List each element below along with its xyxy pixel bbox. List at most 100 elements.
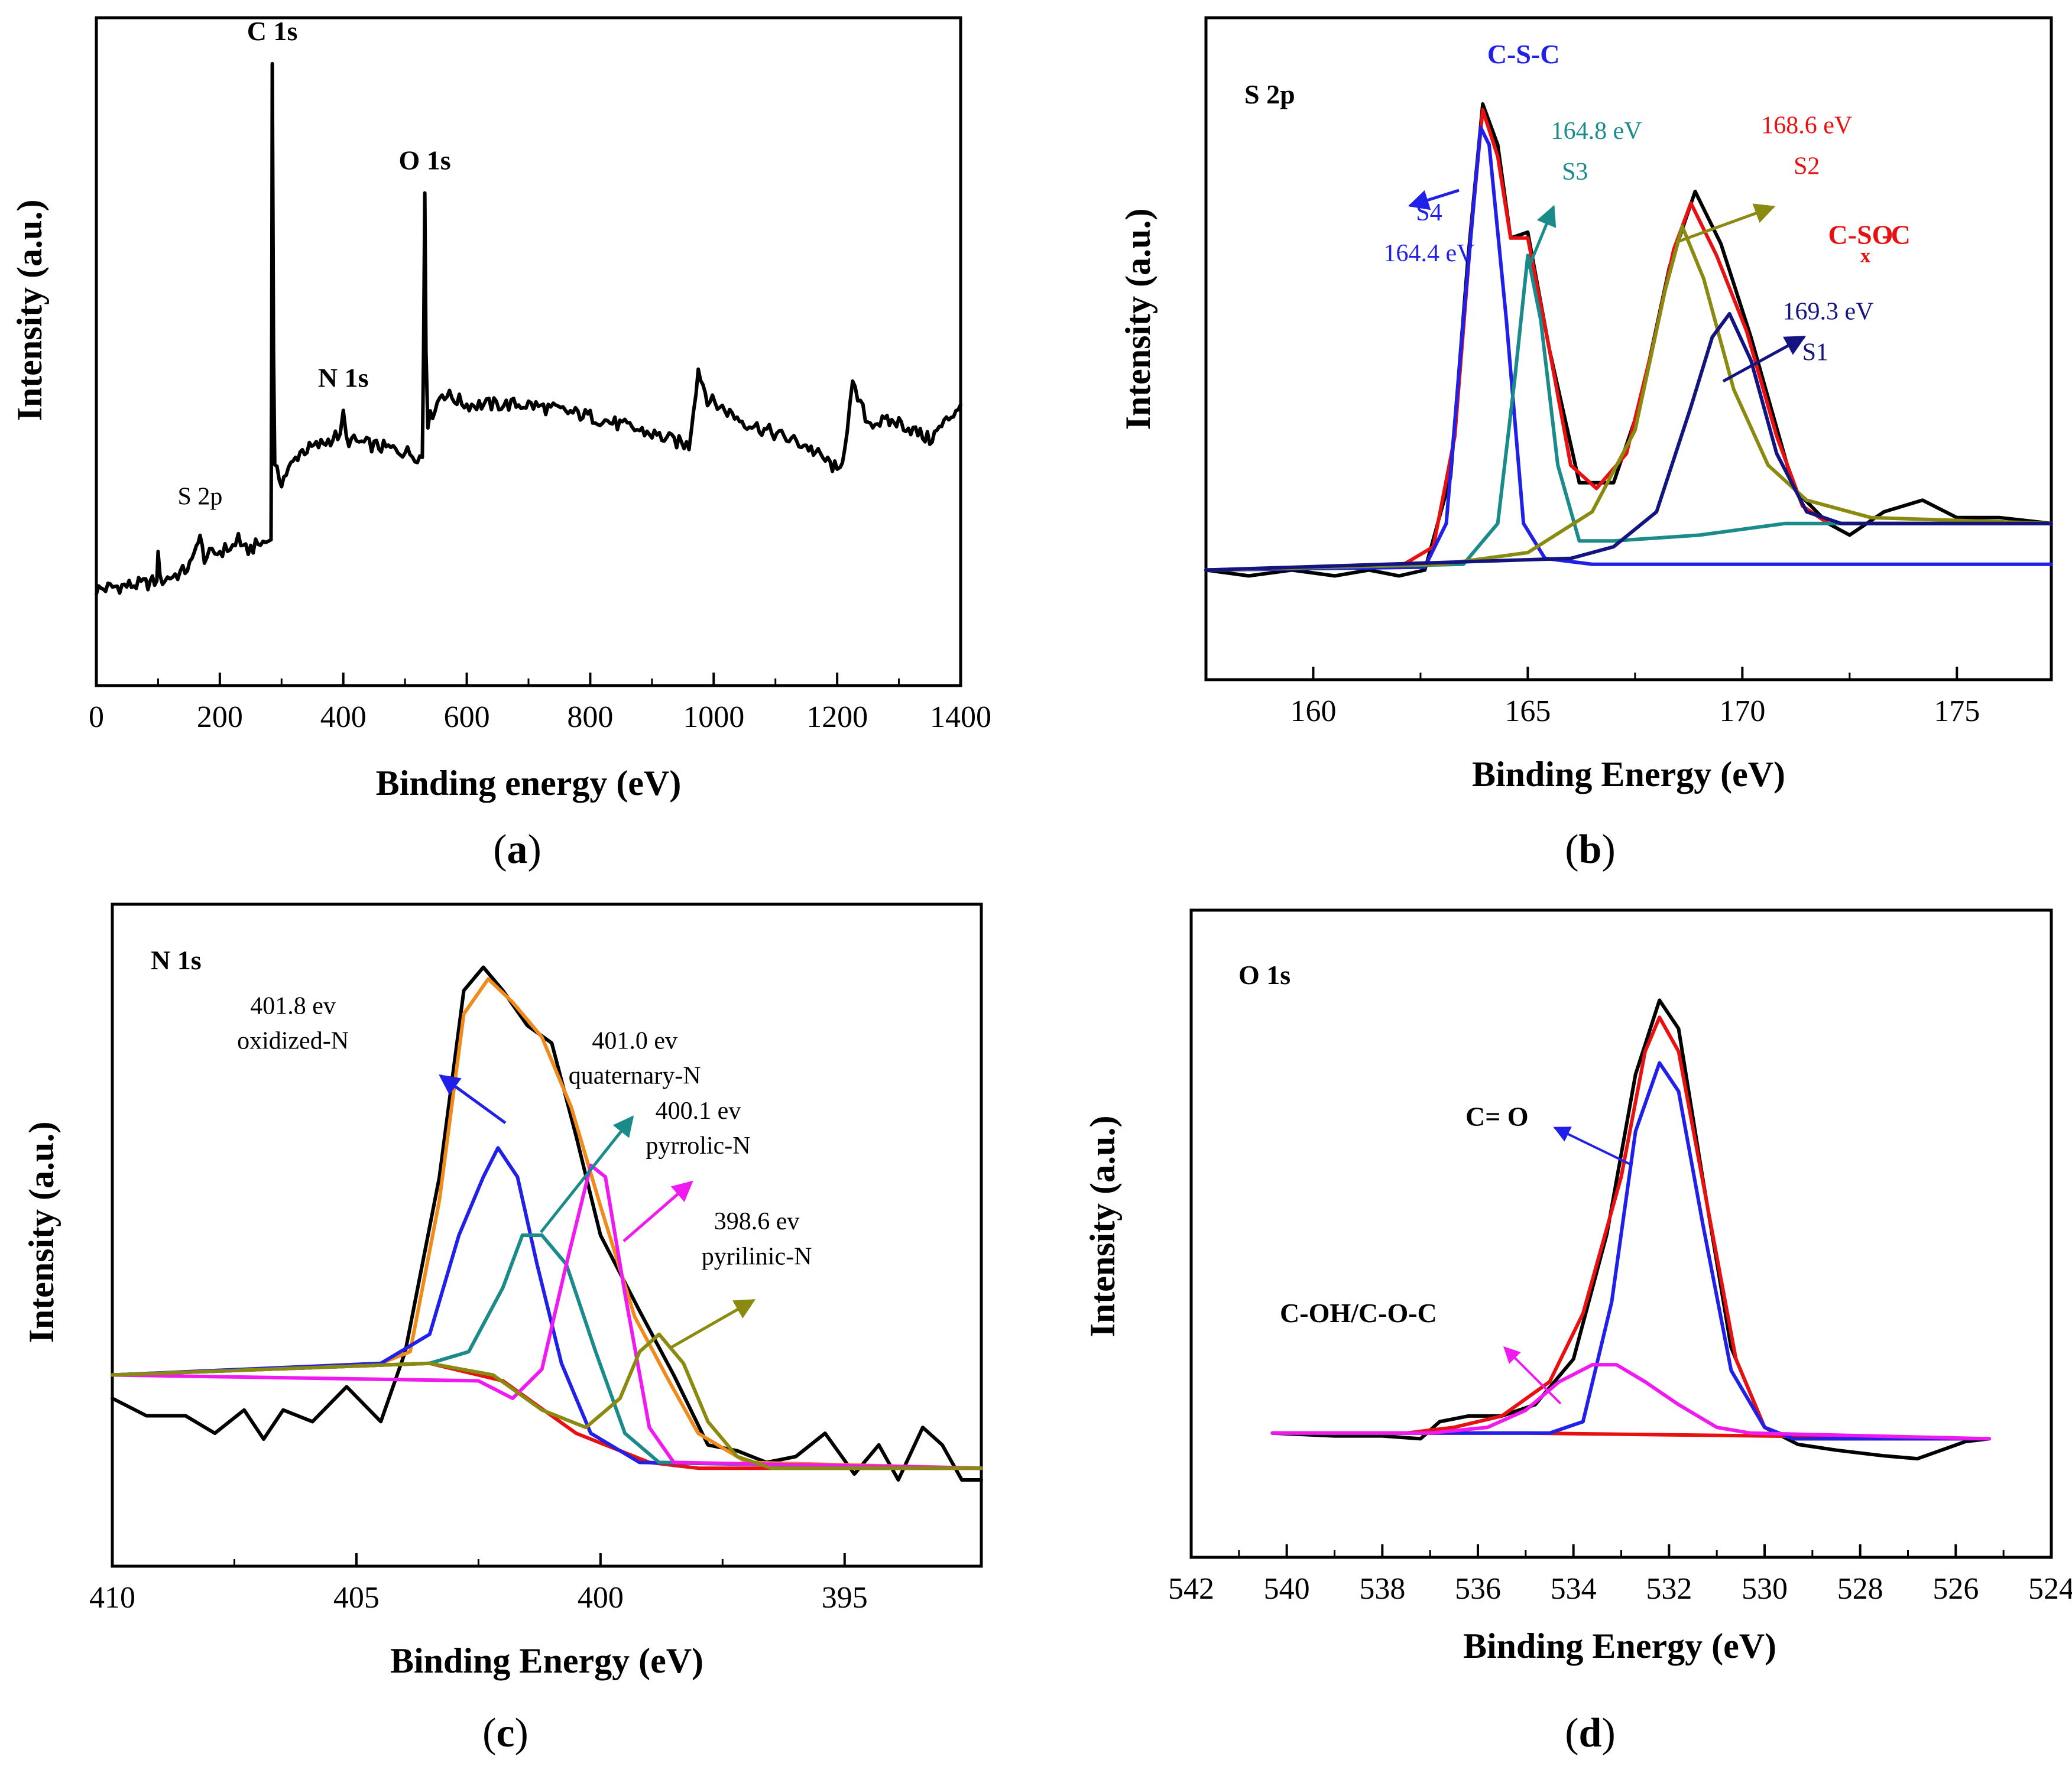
panel-c: 410 405 400 395 401.8 ev oxidized-N 401.0 ev q…	[22, 902, 983, 1756]
panel-b-series-line-2	[1204, 125, 2053, 572]
panel-d-x-tick-label: 526	[1932, 1572, 1979, 1606]
panel-c-x-axis-title: Binding Energy (eV)	[390, 1641, 703, 1680]
panel-a-x-tick-label: 1400	[930, 700, 991, 734]
panel-d-series-line-4	[1270, 1363, 1991, 1441]
panel-b-annotation: -C	[1882, 220, 1911, 250]
panel-a-x-axis-title: Binding energy (eV)	[376, 764, 682, 803]
panel-c-ticks: 410 405 400 395	[89, 1553, 868, 1615]
panel-c-arrow-pyrilinic	[670, 1298, 756, 1349]
panel-c-series	[111, 965, 983, 1482]
panel-c-arrow-oxidized	[439, 1074, 507, 1125]
panel-c-series-line-0	[111, 965, 983, 1482]
panel-c-title: N 1s	[151, 945, 202, 975]
panel-b-plot-frame	[1204, 16, 2053, 681]
panel-a-x-tick-label: 600	[444, 700, 490, 734]
panel-d-series	[1270, 998, 1991, 1461]
panel-b-x-axis-title: Binding Energy (eV)	[1472, 755, 1785, 794]
panel-c-series-line-6	[111, 1332, 983, 1470]
panel-c-arrow-quaternary	[540, 1115, 634, 1233]
panel-b-annotation: x	[1860, 245, 1870, 267]
panel-d-series-line-3	[1270, 1061, 1991, 1441]
panel-b-x-tick-label: 160	[1290, 694, 1336, 728]
panel-b-arrows	[1408, 189, 1807, 383]
panel-a-annotation: N 1s	[318, 363, 369, 393]
panel-d-arrows	[1503, 1126, 1631, 1405]
panel-b-annotation: S4	[1416, 199, 1442, 226]
panel-b-title: S 2p	[1244, 79, 1295, 109]
panel-a-x-tick-label: 800	[567, 700, 613, 734]
panel-c-annotation: pyrilinic-N	[702, 1243, 812, 1270]
panel-a-x-tick-label: 200	[197, 700, 243, 734]
panel-c-annotation: 398.6 ev	[714, 1208, 800, 1235]
panel-b-x-tick-label: 165	[1504, 694, 1551, 728]
panel-b-annotation: 164.8 eV	[1551, 118, 1642, 145]
panel-b-arrow-s4	[1408, 189, 1460, 210]
panel-a-x-tick-label: 400	[320, 700, 367, 734]
panel-d-x-tick-label: 534	[1551, 1572, 1597, 1606]
panel-a: 0 200 400 600 800 1000 1200 1400 C 1s O 1s N 1s S …	[10, 16, 991, 872]
panel-d-series-line-0	[1270, 998, 1991, 1461]
panel-a-y-axis-title: Intensity (a.u.)	[10, 199, 49, 421]
panel-c-series-line-5	[111, 1163, 983, 1470]
panel-c-x-tick-label: 410	[89, 1581, 135, 1615]
panel-c-x-tick-label: 405	[333, 1581, 380, 1615]
panel-c-annotation: quaternary-N	[569, 1063, 701, 1090]
panel-d: 542 540 538 536 534 532 530 528 526 524 C= O C-OH/…	[1083, 908, 2072, 1756]
panel-d-x-tick-label: 524	[2028, 1572, 2072, 1606]
panel-b-y-axis-title: Intensity (a.u.)	[1118, 208, 1157, 430]
panel-c-plot-frame	[111, 902, 983, 1568]
panel-b-series-line-4	[1204, 225, 2053, 572]
panel-b-series	[1204, 102, 2053, 578]
panel-c-arrow-pyrrolic	[622, 1180, 693, 1242]
panel-c-annotation: pyrrolic-N	[646, 1132, 750, 1160]
panel-a-series-line-0	[95, 61, 962, 596]
panel-a-label: (a)	[493, 827, 541, 872]
panel-c-annotation: 401.0 ev	[592, 1028, 677, 1055]
panel-a-annotation: C 1s	[247, 16, 298, 46]
panel-d-series-line-1	[1270, 1015, 1991, 1441]
panel-b-label: (b)	[1565, 827, 1616, 872]
panel-c-series-line-1	[111, 977, 983, 1470]
panel-d-arrow-c-o	[1553, 1126, 1631, 1165]
panel-b-x-tick-label: 175	[1934, 694, 1980, 728]
panel-c-label: (c)	[482, 1710, 528, 1756]
panel-d-annotations: C= O C-OH/C-O-C	[1280, 1101, 1529, 1327]
panel-c-annotation: 400.1 ev	[656, 1098, 741, 1125]
panel-b-arrow-s3	[1526, 204, 1557, 270]
panel-d-x-tick-label: 532	[1646, 1572, 1692, 1606]
panel-d-annotation: C-OH/C-O-C	[1280, 1298, 1437, 1328]
panel-d-x-tick-label: 530	[1742, 1572, 1788, 1606]
panel-b-annotation: S2	[1794, 152, 1820, 180]
panel-d-x-tick-label: 528	[1837, 1572, 1883, 1606]
panel-d-x-axis-title: Binding Energy (eV)	[1463, 1626, 1776, 1665]
panel-b-annotation: C-S-C	[1487, 39, 1560, 69]
panel-b: 160 165 170 175 C-S-C S4 164.4 eV 164.8 eV S3 16…	[1118, 16, 2053, 872]
panel-c-arrows	[439, 1074, 756, 1349]
panel-b-annotation: S3	[1562, 158, 1588, 186]
panel-d-label: (d)	[1565, 1710, 1616, 1756]
panel-b-annotation: 164.4 eV	[1383, 240, 1474, 267]
panel-a-x-tick-label: 1200	[806, 700, 868, 734]
panel-d-y-axis-title: Intensity (a.u.)	[1083, 1115, 1122, 1337]
panel-b-arrow-s2	[1675, 203, 1776, 244]
panel-a-x-tick-label: 0	[89, 700, 104, 734]
panel-a-annotation: O 1s	[398, 145, 450, 176]
panel-d-x-tick-label: 536	[1455, 1572, 1501, 1606]
panel-d-ticks: 542 540 538 536 534 532 530 528 526 524	[1168, 1544, 2072, 1606]
panel-d-annotation: C= O	[1465, 1101, 1529, 1131]
panel-a-ticks: 0 200 400 600 800 1000 1200 1400	[89, 673, 991, 734]
panel-b-series-line-0	[1204, 102, 2053, 578]
panel-b-x-tick-label: 170	[1719, 694, 1765, 728]
panel-c-annotation: oxidized-N	[237, 1028, 349, 1055]
panel-a-series	[95, 61, 962, 596]
panel-a-x-tick-label: 1000	[683, 700, 744, 734]
panel-b-arrow-s1	[1722, 335, 1807, 383]
panel-c-x-tick-label: 400	[578, 1581, 624, 1615]
panel-b-series-line-3	[1204, 254, 2053, 572]
panel-a-annotations: C 1s O 1s N 1s S 2p	[178, 16, 451, 511]
panel-a-annotation: S 2p	[178, 483, 223, 511]
panel-b-annotation: 169.3 eV	[1783, 298, 1874, 326]
panel-b-annotation: S1	[1802, 339, 1828, 366]
panel-b-ticks: 160 165 170 175	[1290, 667, 1980, 728]
